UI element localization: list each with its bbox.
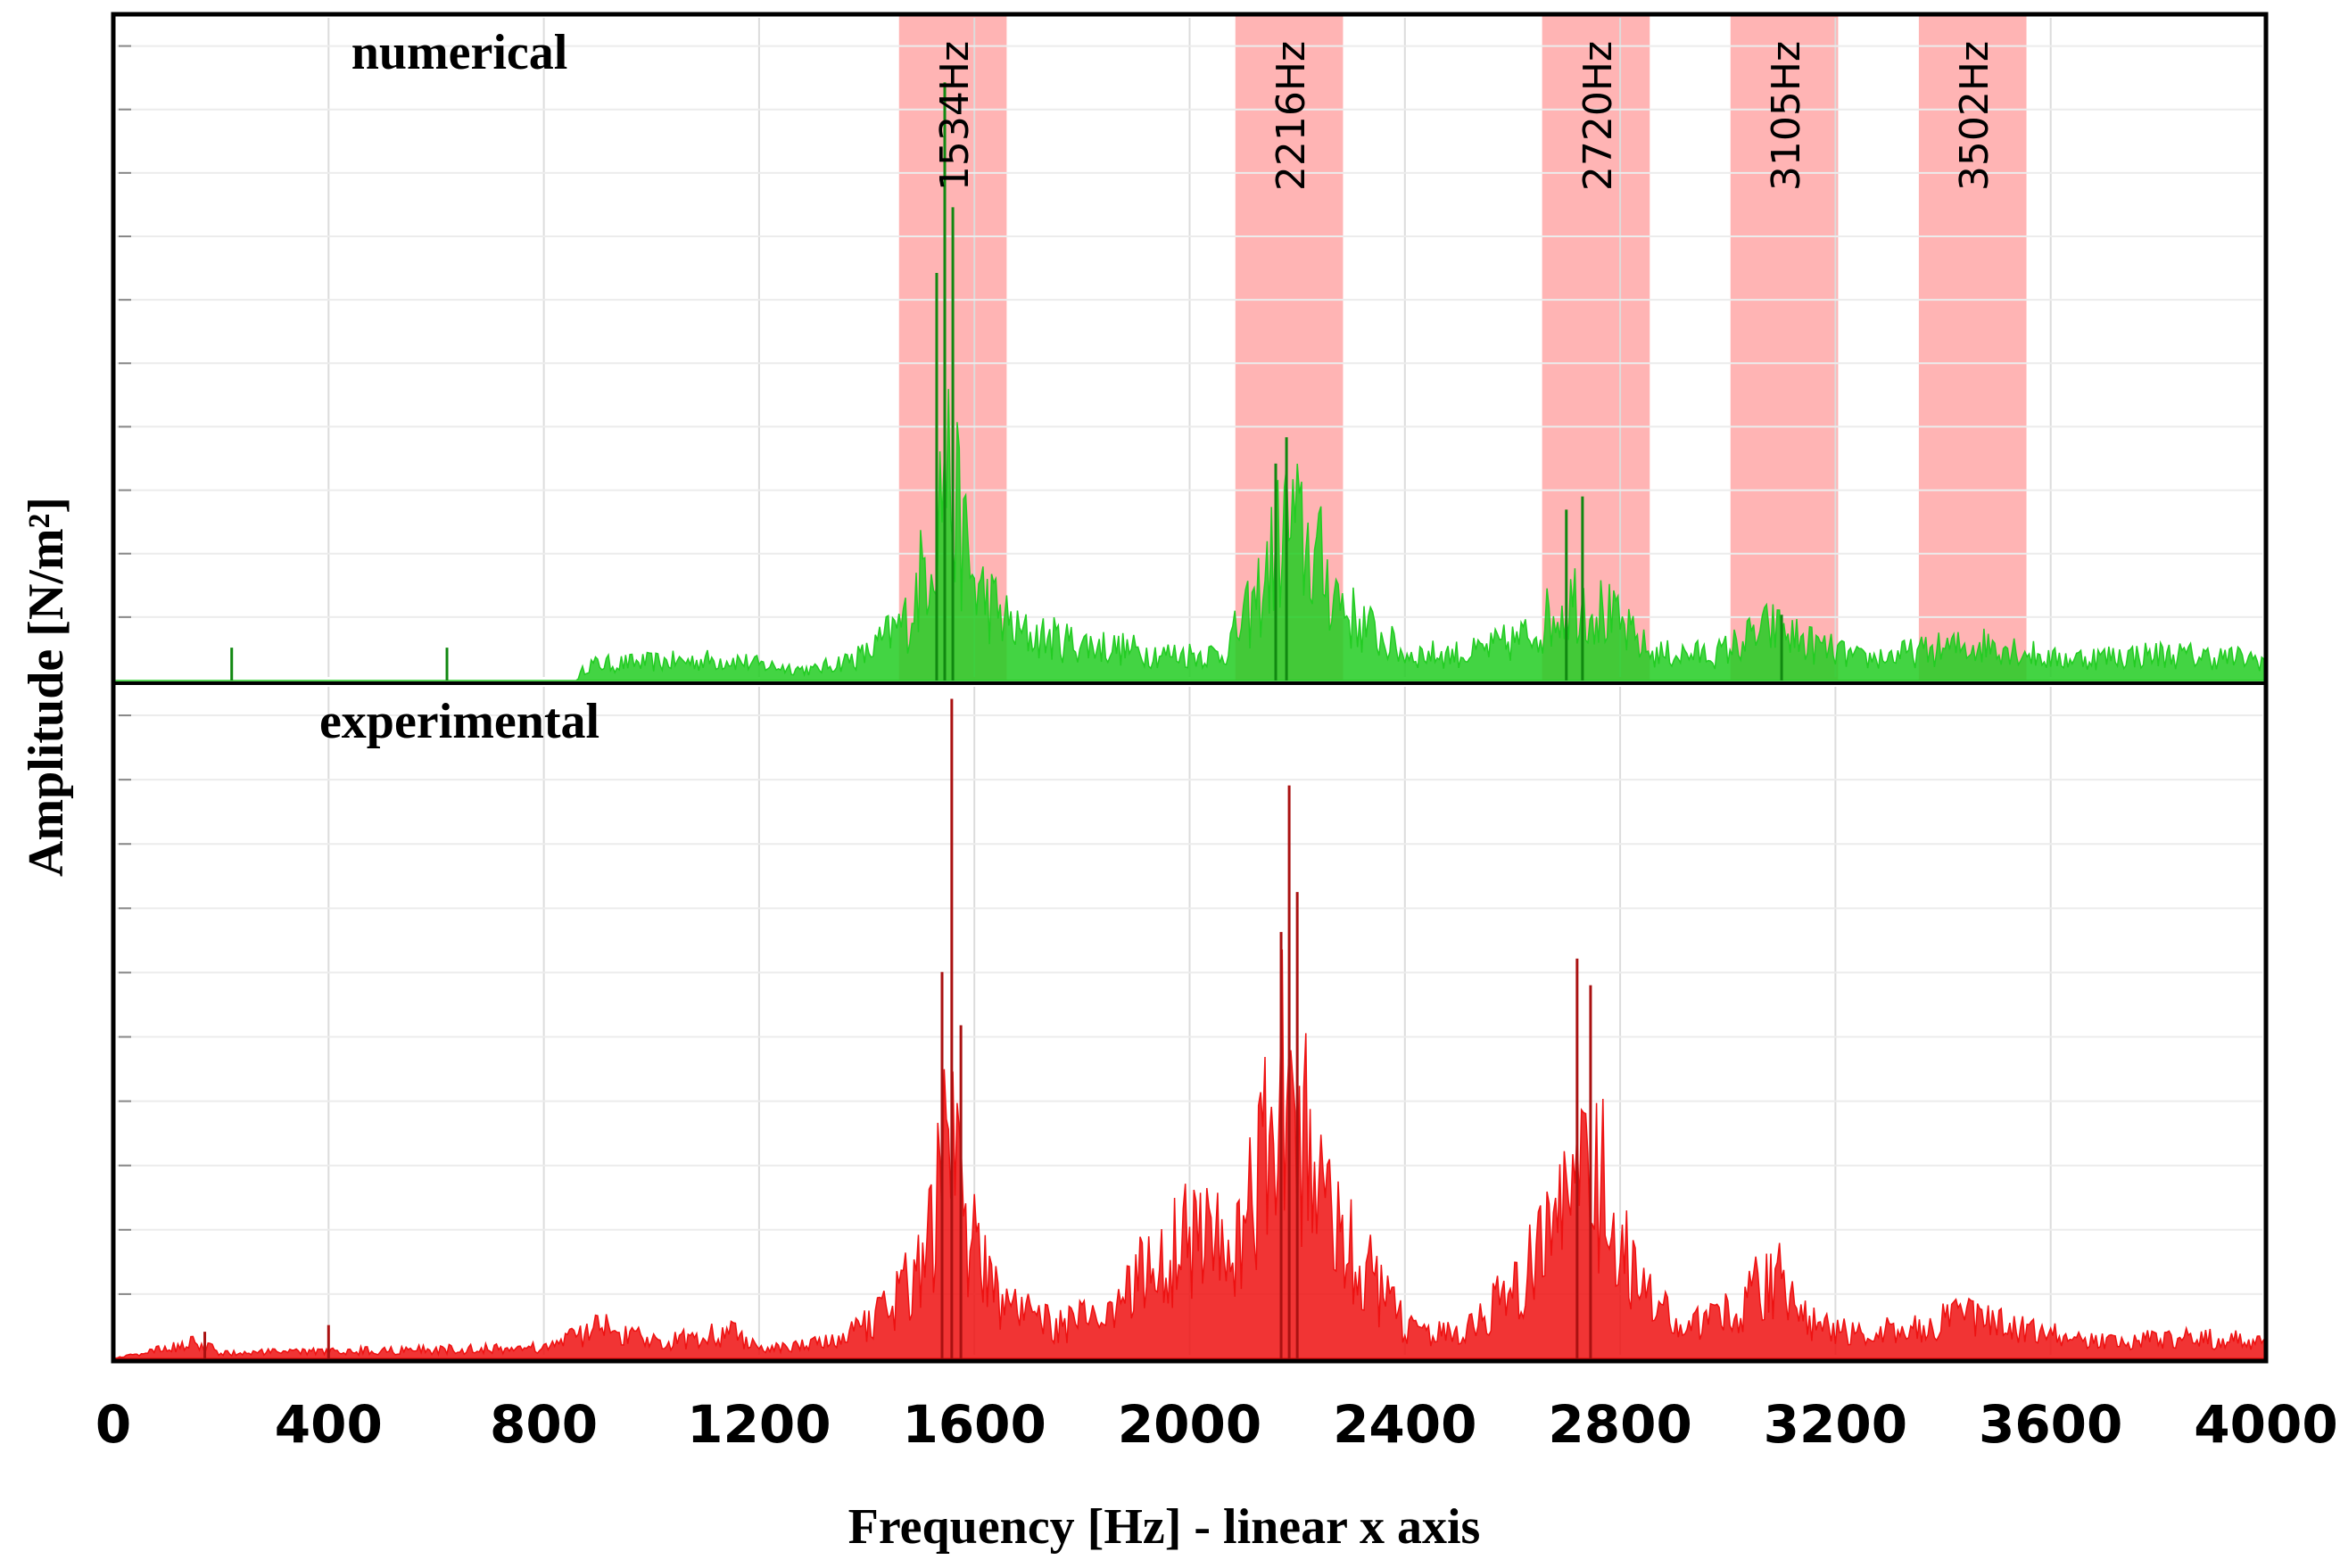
band-labels: 1534Hz 2216Hz 2720Hz 3105Hz 3502Hz xyxy=(932,41,1997,191)
highlight-bands xyxy=(898,14,2027,681)
x-tick-label-1: 400 xyxy=(275,1394,383,1455)
series-experimental-envelope xyxy=(112,949,2267,1359)
panel-label-numerical: numerical xyxy=(351,25,568,80)
y-minor-ticks xyxy=(119,45,131,1295)
band-label-1: 2216Hz xyxy=(1269,41,1314,191)
x-tick-label-9: 3600 xyxy=(1979,1394,2122,1455)
x-tick-label-2: 800 xyxy=(490,1394,598,1455)
x-tick-label-6: 2400 xyxy=(1333,1394,1476,1455)
band-label-0: 1534Hz xyxy=(932,41,978,191)
grid-lines xyxy=(117,18,2262,1355)
band-3 xyxy=(1730,14,1839,681)
band-label-2: 2720Hz xyxy=(1575,41,1621,191)
x-tick-label-0: 0 xyxy=(95,1394,131,1455)
panel-label-experimental: experimental xyxy=(319,694,599,749)
y-axis-label: Amplitude [N/m²] xyxy=(19,497,74,877)
x-tick-label-10: 4000 xyxy=(2194,1394,2337,1455)
x-tick-label-7: 2800 xyxy=(1548,1394,1691,1455)
x-axis-label: Frequency [Hz] - linear x axis xyxy=(848,1499,1481,1555)
band-4 xyxy=(1918,14,2027,681)
plot-frame xyxy=(111,12,2269,1364)
band-label-4: 3502Hz xyxy=(1952,41,1997,191)
x-tick-label-4: 1600 xyxy=(902,1394,1046,1455)
x-tick-label-5: 2000 xyxy=(1118,1394,1261,1455)
x-tick-label-3: 1200 xyxy=(687,1394,831,1455)
x-tick-labels: 0 400 800 1200 1600 2000 2400 2800 3200 3600 4000 xyxy=(95,1394,2338,1455)
plot-border xyxy=(111,12,2269,1364)
band-2 xyxy=(1542,14,1650,681)
series-numerical-envelope xyxy=(113,389,2267,681)
series-layer xyxy=(112,82,2267,1359)
x-tick-label-8: 3200 xyxy=(1764,1394,1907,1455)
band-label-3: 3105Hz xyxy=(1764,41,1809,191)
